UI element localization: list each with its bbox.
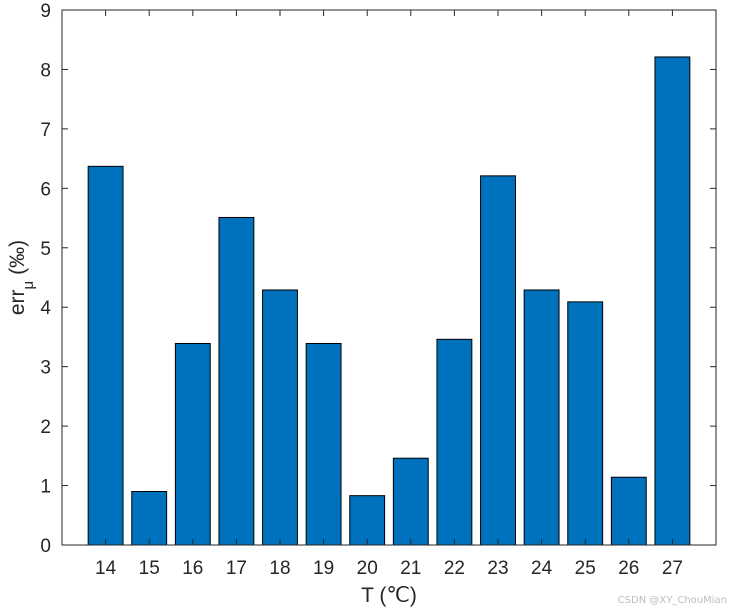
bar-20 bbox=[349, 495, 386, 546]
y-tick-label-5: 5 bbox=[40, 239, 51, 260]
x-tick-label-18: 18 bbox=[269, 558, 290, 579]
y-tick-label-3: 3 bbox=[40, 358, 51, 379]
bars-group bbox=[87, 56, 691, 546]
bar-24 bbox=[523, 289, 560, 546]
y-tick-label-8: 8 bbox=[40, 60, 51, 81]
y-tick-label-9: 9 bbox=[40, 1, 51, 22]
bar-22 bbox=[436, 338, 473, 546]
bar-16 bbox=[174, 342, 211, 546]
x-tick-label-27: 27 bbox=[662, 558, 683, 579]
y-tick-label-2: 2 bbox=[40, 417, 51, 438]
ticks-group bbox=[62, 9, 716, 546]
x-tick-label-20: 20 bbox=[357, 558, 378, 579]
bar-25 bbox=[567, 301, 604, 546]
x-tick-label-22: 22 bbox=[444, 558, 465, 579]
bar-15 bbox=[131, 491, 168, 546]
y-tick-label-1: 1 bbox=[40, 477, 51, 498]
x-tick-label-26: 26 bbox=[618, 558, 639, 579]
y-axis-label-unit: (‰) bbox=[6, 240, 29, 275]
bar-17 bbox=[218, 216, 255, 546]
bar-21 bbox=[392, 457, 429, 546]
x-axis-label: T (℃) bbox=[361, 584, 417, 607]
bar-14 bbox=[87, 165, 124, 546]
bar-23 bbox=[480, 175, 516, 546]
axes-box bbox=[61, 9, 717, 546]
watermark: CSDN @XY_ChouMian bbox=[617, 595, 727, 606]
y-tick-label-6: 6 bbox=[40, 179, 51, 200]
x-tick-label-14: 14 bbox=[95, 558, 117, 579]
x-tick-label-25: 25 bbox=[575, 558, 596, 579]
x-tick-label-23: 23 bbox=[487, 558, 508, 579]
x-tick-label-19: 19 bbox=[313, 558, 334, 579]
y-axis-label-subscript: μ bbox=[20, 281, 37, 290]
x-tick-label-17: 17 bbox=[226, 558, 247, 579]
bar-18 bbox=[262, 289, 298, 546]
bar-27 bbox=[654, 56, 691, 546]
x-tick-label-16: 16 bbox=[182, 558, 203, 579]
y-tick-label-7: 7 bbox=[40, 120, 51, 141]
y-axis-label: errμ (‰) bbox=[6, 240, 37, 315]
y-axis-label-main: err bbox=[6, 289, 29, 315]
x-tick-label-24: 24 bbox=[531, 558, 553, 579]
bar-26 bbox=[610, 476, 647, 546]
y-tick-label-0: 0 bbox=[40, 536, 51, 557]
x-tick-label-21: 21 bbox=[400, 558, 421, 579]
y-tick-label-4: 4 bbox=[40, 298, 51, 319]
x-tick-label-15: 15 bbox=[139, 558, 160, 579]
bar-19 bbox=[305, 342, 342, 546]
